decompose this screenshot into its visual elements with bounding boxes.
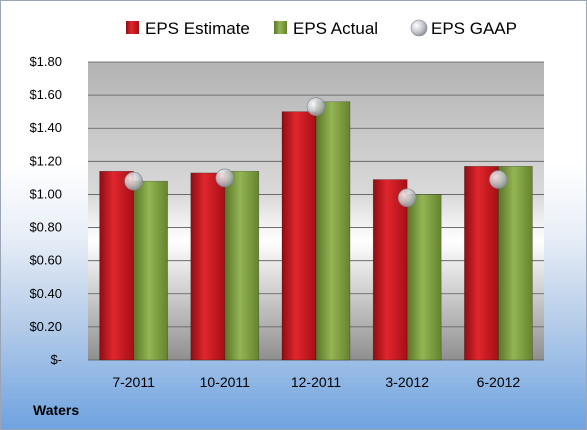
eps-estimate-bar bbox=[372, 179, 408, 361]
y-tick-label: $0.80 bbox=[29, 220, 62, 235]
y-tick-label: $1.60 bbox=[29, 87, 62, 102]
legend-label: EPS Actual bbox=[293, 19, 378, 38]
legend-swatch-actual bbox=[274, 21, 287, 34]
eps-estimate-bar bbox=[281, 111, 317, 361]
x-tick-label: 6-2012 bbox=[477, 374, 521, 390]
eps-gaap-marker bbox=[306, 97, 326, 116]
legend-swatch-gaap bbox=[410, 19, 428, 37]
eps-estimate-bar bbox=[190, 172, 226, 361]
y-tick-label: $0.60 bbox=[29, 253, 62, 268]
eps-actual-bar bbox=[406, 194, 442, 361]
x-tick-label: 3-2012 bbox=[385, 374, 429, 390]
y-tick-label: $1.20 bbox=[29, 153, 62, 168]
eps-estimate-bar bbox=[99, 170, 134, 361]
y-tick-label: $0.20 bbox=[29, 319, 62, 334]
legend-label: EPS Estimate bbox=[145, 19, 250, 38]
eps-gaap-marker bbox=[124, 171, 143, 191]
x-tick-label: 10-2011 bbox=[200, 374, 251, 390]
y-tick-label: $1.80 bbox=[29, 54, 62, 69]
eps-gaap-marker bbox=[215, 168, 235, 188]
eps-estimate-bar bbox=[464, 166, 499, 361]
eps-actual-bar bbox=[315, 101, 351, 361]
y-tick-label: $0.40 bbox=[29, 286, 62, 301]
eps-actual-bar bbox=[133, 180, 168, 361]
legend-label: EPS GAAP bbox=[431, 19, 517, 38]
eps-actual-bar bbox=[224, 170, 260, 361]
y-tick-label: $- bbox=[50, 352, 62, 367]
eps-gaap-marker bbox=[397, 188, 417, 208]
company-name: Waters bbox=[33, 402, 80, 418]
legend-swatch-estimate bbox=[126, 21, 139, 34]
eps-gaap-marker bbox=[489, 170, 508, 189]
y-tick-label: $1.00 bbox=[29, 186, 62, 201]
x-tick-label: 7-2011 bbox=[112, 374, 155, 390]
x-tick-label: 12-2011 bbox=[291, 374, 342, 390]
y-tick-label: $1.40 bbox=[29, 120, 62, 135]
eps-actual-bar bbox=[498, 166, 533, 361]
